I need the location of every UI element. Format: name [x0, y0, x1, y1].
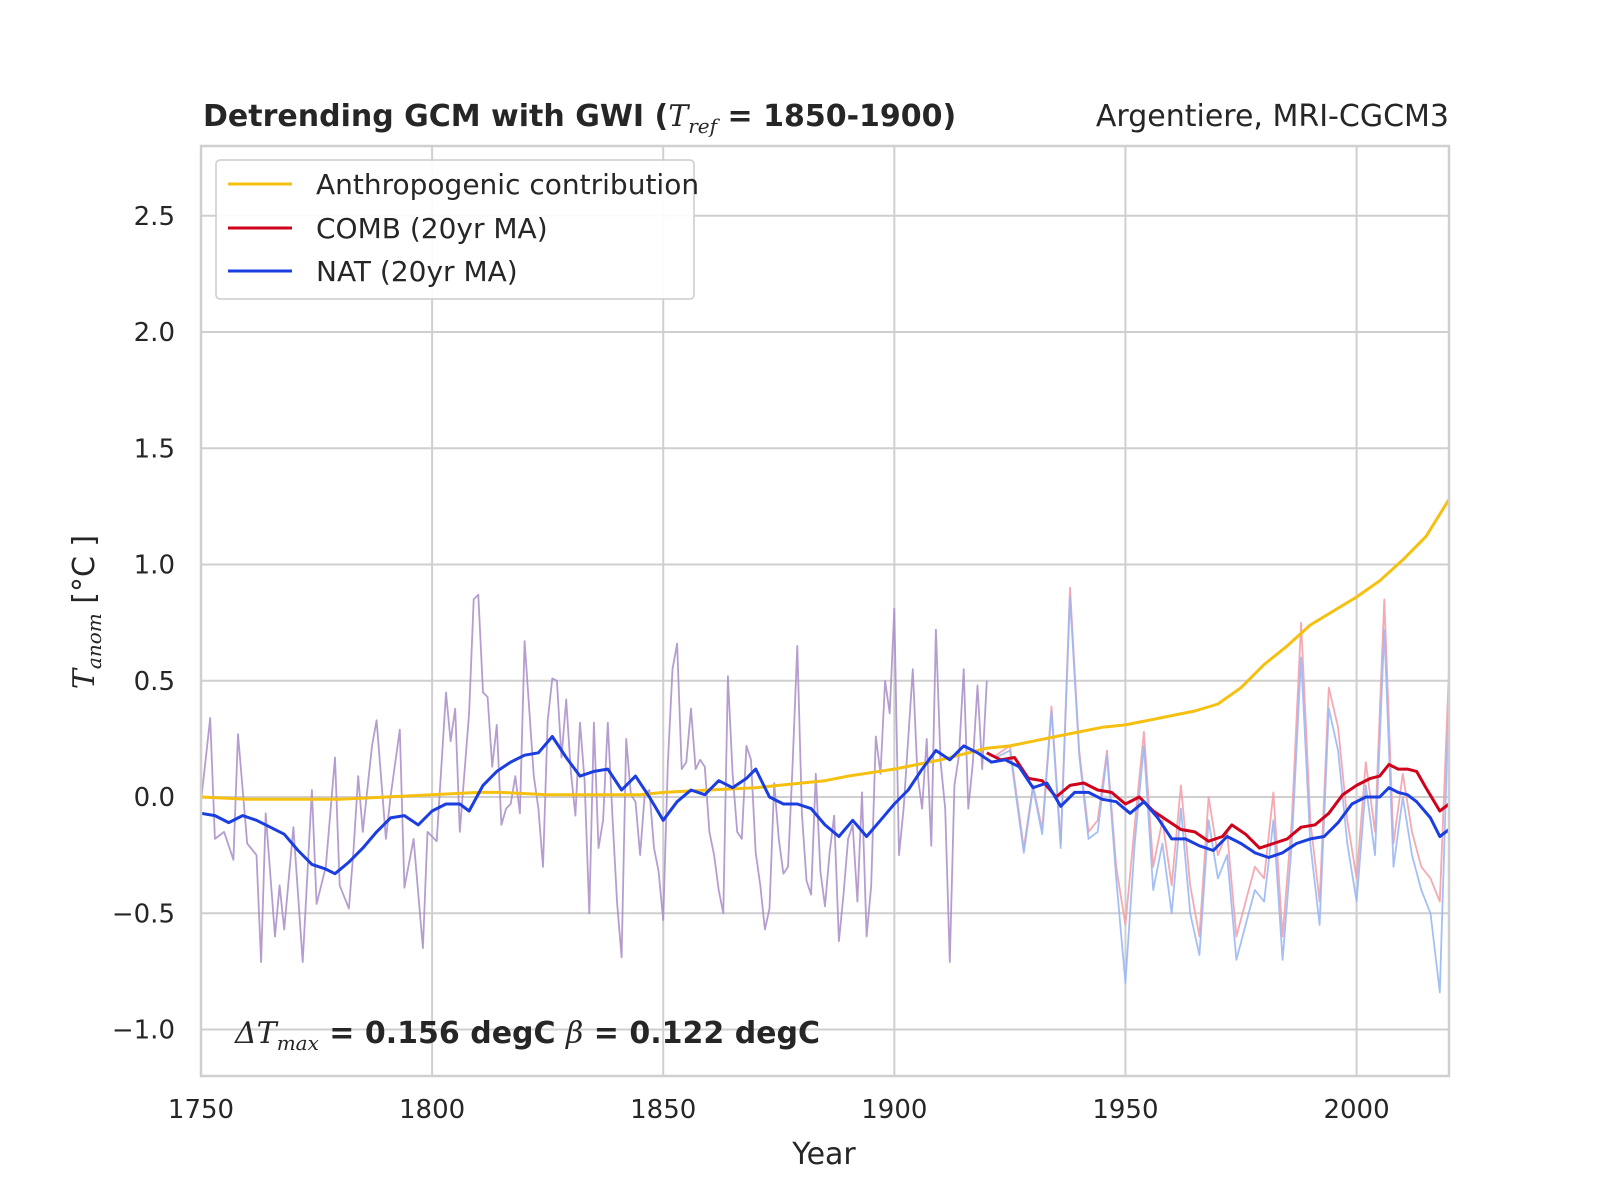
plot-series [200, 498, 1451, 994]
chart-subtitle: Argentiere, MRI-CGCM3 [1096, 99, 1449, 134]
y-tick-label: 2.0 [134, 318, 175, 348]
x-tick-label: 2000 [1323, 1095, 1389, 1125]
y-tick-label: 0.0 [134, 783, 175, 813]
x-tick-label: 1750 [168, 1095, 234, 1125]
nat-raw-line [995, 596, 1450, 994]
x-tick-label: 1900 [861, 1095, 927, 1125]
legend-label-comb: COMB (20yr MA) [316, 212, 548, 245]
anthropogenic-line [200, 498, 1451, 801]
x-tick-label: 1850 [630, 1095, 696, 1125]
tick-labels: 1750 1800 1850 1900 1950 2000 −1.0 −0.5 0.0 0.5 1.… [112, 202, 1390, 1125]
legend-label-anthropogenic: Anthropogenic contribution [316, 168, 699, 201]
plot-frame [199, 144, 1451, 1078]
x-tick-label: 1950 [1092, 1095, 1158, 1125]
legend-box [215, 159, 695, 300]
y-tick-label: −1.0 [112, 1016, 175, 1046]
nat-ma-line [200, 735, 1450, 876]
legend-label-nat: NAT (20yr MA) [316, 255, 518, 288]
y-tick-label: 1.5 [134, 434, 175, 464]
x-axis-label: Year [791, 1137, 856, 1172]
legend: Anthropogenic contribution COMB (20yr MA… [215, 159, 699, 300]
x-tick-label: 1800 [399, 1095, 465, 1125]
y-tick-label: 2.5 [134, 202, 175, 232]
y-tick-label: 1.0 [134, 551, 175, 581]
stats-annotation: ΔTmax = 0.156 degC β = 0.122 degC [234, 1016, 820, 1055]
y-axis-label: Tanom [°C ] [67, 535, 106, 689]
y-tick-label: 0.5 [134, 667, 175, 697]
y-tick-label: −0.5 [112, 899, 175, 929]
chart-title: Detrending GCM with GWI (Tref = 1850-190… [203, 99, 956, 138]
overlap-raw-line [200, 593, 988, 963]
comb-ma-line [986, 751, 1450, 850]
